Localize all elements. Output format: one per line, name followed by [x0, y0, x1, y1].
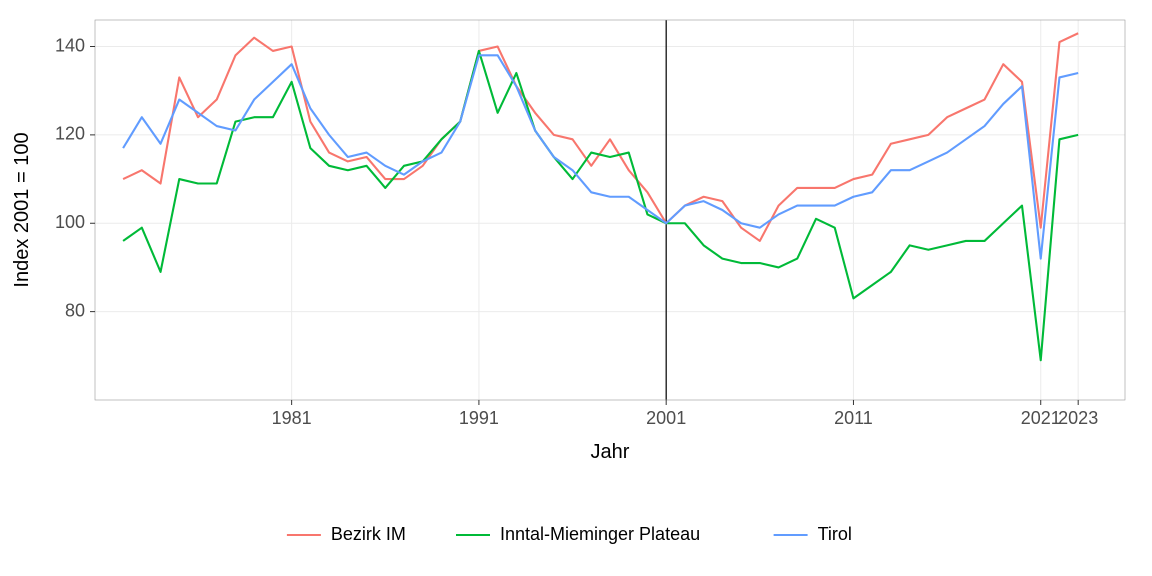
- plot-panel: [95, 20, 1125, 400]
- y-tick-label: 120: [55, 124, 85, 144]
- x-tick-label: 1991: [459, 408, 499, 428]
- legend-label: Tirol: [818, 524, 852, 544]
- x-tick-label: 2011: [834, 408, 873, 428]
- legend-label: Bezirk IM: [331, 524, 406, 544]
- x-tick-label: 2001: [646, 408, 686, 428]
- y-tick-label: 100: [55, 212, 85, 232]
- legend-label: Inntal-Mieminger Plateau: [500, 524, 700, 544]
- y-tick-label: 80: [65, 300, 85, 320]
- y-tick-label: 140: [55, 35, 85, 55]
- x-tick-label: 1981: [272, 408, 312, 428]
- x-tick-label: 2023: [1058, 408, 1098, 428]
- x-axis-title: Jahr: [591, 441, 630, 463]
- line-chart: 80 100 120 140 1981 1991 2001 2011 20212023 Jahr I…: [0, 0, 1152, 576]
- y-axis-title: Index 2001 = 100: [11, 132, 33, 287]
- chart-container: 80 100 120 140 1981 1991 2001 2011 20212023 Jahr I…: [0, 0, 1152, 576]
- x-tick-label: 2021: [1021, 408, 1061, 428]
